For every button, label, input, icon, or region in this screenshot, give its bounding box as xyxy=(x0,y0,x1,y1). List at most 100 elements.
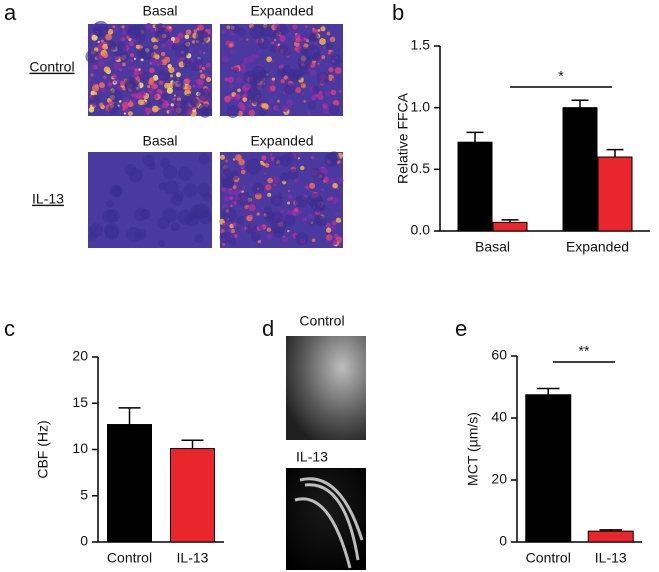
heatmap-spot xyxy=(182,41,190,49)
heatmap-spot xyxy=(325,222,331,228)
heatmap-spot xyxy=(277,43,281,46)
heatmap-spot xyxy=(107,29,114,35)
heatmap-spot xyxy=(302,92,305,95)
heatmap-spot xyxy=(306,39,309,43)
heatmap-spot xyxy=(288,31,292,35)
y-tick-label: 0 xyxy=(80,533,88,549)
heatmap-spot xyxy=(254,54,260,59)
heatmap-spot xyxy=(309,69,317,76)
heatmap-spot xyxy=(140,91,144,95)
heatmap-spot xyxy=(326,31,331,36)
heatmap-spot xyxy=(315,215,327,227)
heatmap-spot xyxy=(294,195,308,209)
heatmap-spot xyxy=(166,87,173,94)
panel-label: c xyxy=(4,316,15,341)
heatmap-spot xyxy=(162,164,178,180)
heatmap-spot xyxy=(162,90,166,94)
heatmap-spot xyxy=(297,157,300,160)
heatmap-spot xyxy=(133,57,136,61)
heatmap-spot xyxy=(230,66,234,70)
heatmap-spot xyxy=(157,68,170,82)
heatmap-spot xyxy=(93,20,109,37)
heatmap-spot xyxy=(314,96,317,99)
heatmap-spot xyxy=(138,68,141,71)
heatmap-spot xyxy=(102,43,109,50)
heatmap-spot xyxy=(160,157,171,169)
heatmap-spot xyxy=(223,196,230,203)
heatmap-spot xyxy=(157,217,170,230)
y-axis-label: Relative FFCA xyxy=(395,92,411,184)
heatmap-spot xyxy=(127,101,134,108)
heatmap-spot xyxy=(234,198,237,201)
heatmap-spot xyxy=(323,107,330,114)
heatmap-spot xyxy=(139,71,149,82)
heatmap-spot xyxy=(322,103,328,109)
heatmap-spot xyxy=(197,79,204,86)
heatmap-spot xyxy=(153,94,159,99)
heatmap-spot xyxy=(175,72,181,78)
x-tick-label: Basal xyxy=(475,239,510,255)
heatmap-spot xyxy=(334,67,342,74)
heatmap-spot xyxy=(312,96,315,99)
y-tick-label: 1.5 xyxy=(411,37,431,53)
column-label: Expanded xyxy=(250,133,313,149)
heatmap-spot xyxy=(284,152,295,162)
panel-label: a xyxy=(4,0,17,25)
image-label: Control xyxy=(299,313,344,329)
heatmap-spot xyxy=(157,99,164,106)
heatmap-spot xyxy=(187,211,197,221)
heatmap-spot xyxy=(193,29,197,33)
heatmap-spot xyxy=(240,165,245,170)
x-tick-label: Expanded xyxy=(566,239,629,255)
heatmap-spot xyxy=(192,84,196,88)
heatmap-spot xyxy=(224,77,229,82)
heatmap-spot xyxy=(176,59,180,63)
heatmap-spot xyxy=(283,83,296,95)
heatmap-spot xyxy=(175,68,178,71)
heatmap-spot xyxy=(335,211,340,216)
heatmap-spot xyxy=(185,29,192,35)
bar xyxy=(457,141,493,232)
heatmap-spot xyxy=(222,56,229,63)
heatmap-spot xyxy=(195,30,209,44)
heatmap-spot xyxy=(241,105,246,110)
heatmap-spot xyxy=(138,99,144,106)
heatmap-spot xyxy=(300,165,305,171)
heatmap-spot xyxy=(332,239,338,245)
image-label: IL-13 xyxy=(296,449,328,465)
heatmap-spot xyxy=(264,172,267,175)
heatmap-spot xyxy=(238,159,245,166)
heatmap-spot xyxy=(317,29,321,32)
heatmap-spot xyxy=(302,217,308,222)
x-tick-label: Control xyxy=(526,550,571,566)
heatmap-spot xyxy=(85,49,99,64)
heatmap-spot xyxy=(228,237,237,246)
heatmap-spot xyxy=(273,30,280,37)
heatmap-spot xyxy=(329,196,334,201)
heatmap-spot xyxy=(292,24,298,30)
heatmap-spot xyxy=(98,60,105,67)
heatmap-spot xyxy=(269,44,278,53)
heatmap-spot xyxy=(203,51,206,55)
heatmap-spot xyxy=(140,208,151,220)
heatmap-spot xyxy=(206,77,212,82)
bar xyxy=(525,394,572,543)
heatmap-spot xyxy=(328,104,340,116)
heatmap-spot xyxy=(287,229,290,233)
heatmap-spot xyxy=(134,68,138,72)
y-tick-label: 20 xyxy=(72,348,88,364)
heatmap-spot xyxy=(88,107,95,113)
heatmap-spot xyxy=(228,228,232,232)
heatmap-spot xyxy=(130,53,135,58)
heatmap-spot xyxy=(326,227,332,233)
heatmap-spot xyxy=(227,76,234,84)
heatmap-spot xyxy=(124,76,137,89)
heatmap-spot xyxy=(298,65,309,76)
heatmap-spot xyxy=(224,95,231,103)
heatmap-spot xyxy=(233,201,237,205)
heatmap-spot xyxy=(232,188,240,196)
heatmap-spot xyxy=(147,84,151,89)
y-tick-label: 60 xyxy=(491,347,507,363)
heatmap-spot xyxy=(91,34,98,41)
heatmap-spot xyxy=(205,63,211,68)
